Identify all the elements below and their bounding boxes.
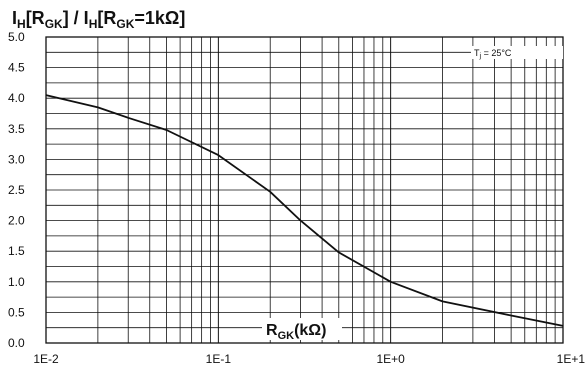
annotation-sub: j	[479, 53, 482, 60]
title-sub-2: GK	[45, 17, 63, 31]
title-part-5: =1kΩ]	[134, 8, 185, 28]
x-tick-label: 1E-1	[206, 352, 232, 366]
y-tick-label: 1.0	[8, 275, 25, 289]
xlabel-main: R	[266, 322, 278, 339]
x-axis-ticks: 1E-2 1E-1 1E+0 1E+1	[33, 352, 585, 366]
series-line	[45, 94, 564, 327]
y-tick-label: 4.0	[8, 91, 25, 105]
y-axis-ticks: 0.0 0.5 1.0 1.5 2.0 2.5 3.0 3.5 4.0 4.5 5.0	[8, 30, 25, 350]
annotation-main: T	[474, 48, 480, 58]
grid	[45, 36, 564, 344]
y-tick-label: 2.5	[8, 183, 25, 197]
title-part-2: [R	[26, 8, 45, 28]
x-tick-label: 1E+1	[557, 352, 586, 366]
title-sub-1: H	[17, 17, 26, 31]
title-sub-3: H	[89, 17, 98, 31]
y-tick-label: 0.5	[8, 305, 25, 319]
title-sub-4: GK	[116, 17, 134, 31]
title-part-main: I	[12, 8, 17, 28]
y-tick-label: 4.5	[8, 61, 25, 75]
x-axis-title: RGK(kΩ)	[266, 322, 326, 342]
y-tick-label: 5.0	[8, 30, 25, 44]
y-tick-label: 1.5	[8, 244, 25, 258]
plot-frame	[45, 36, 564, 344]
annotation-rest: = 25°C	[481, 48, 512, 58]
x-tick-label: 1E+0	[376, 352, 405, 366]
title-part-4: [R	[97, 8, 116, 28]
y-tick-label: 3.0	[8, 152, 25, 166]
chart-title: IH[RGK] / IH[RGK=1kΩ]	[12, 8, 185, 31]
temperature-annotation: Tj = 25°C	[474, 48, 512, 60]
xlabel-unit: (kΩ)	[294, 322, 326, 339]
series-group	[45, 94, 564, 327]
x-axis-title-bg	[262, 318, 342, 340]
xlabel-sub: GK	[278, 330, 295, 342]
title-part-3: ] / I	[63, 8, 89, 28]
annotation-box-bg	[471, 46, 563, 59]
y-tick-label: 3.5	[8, 122, 25, 136]
x-tick-label: 1E-2	[33, 352, 59, 366]
y-tick-label: 0.0	[8, 336, 25, 350]
y-tick-label: 2.0	[8, 214, 25, 228]
